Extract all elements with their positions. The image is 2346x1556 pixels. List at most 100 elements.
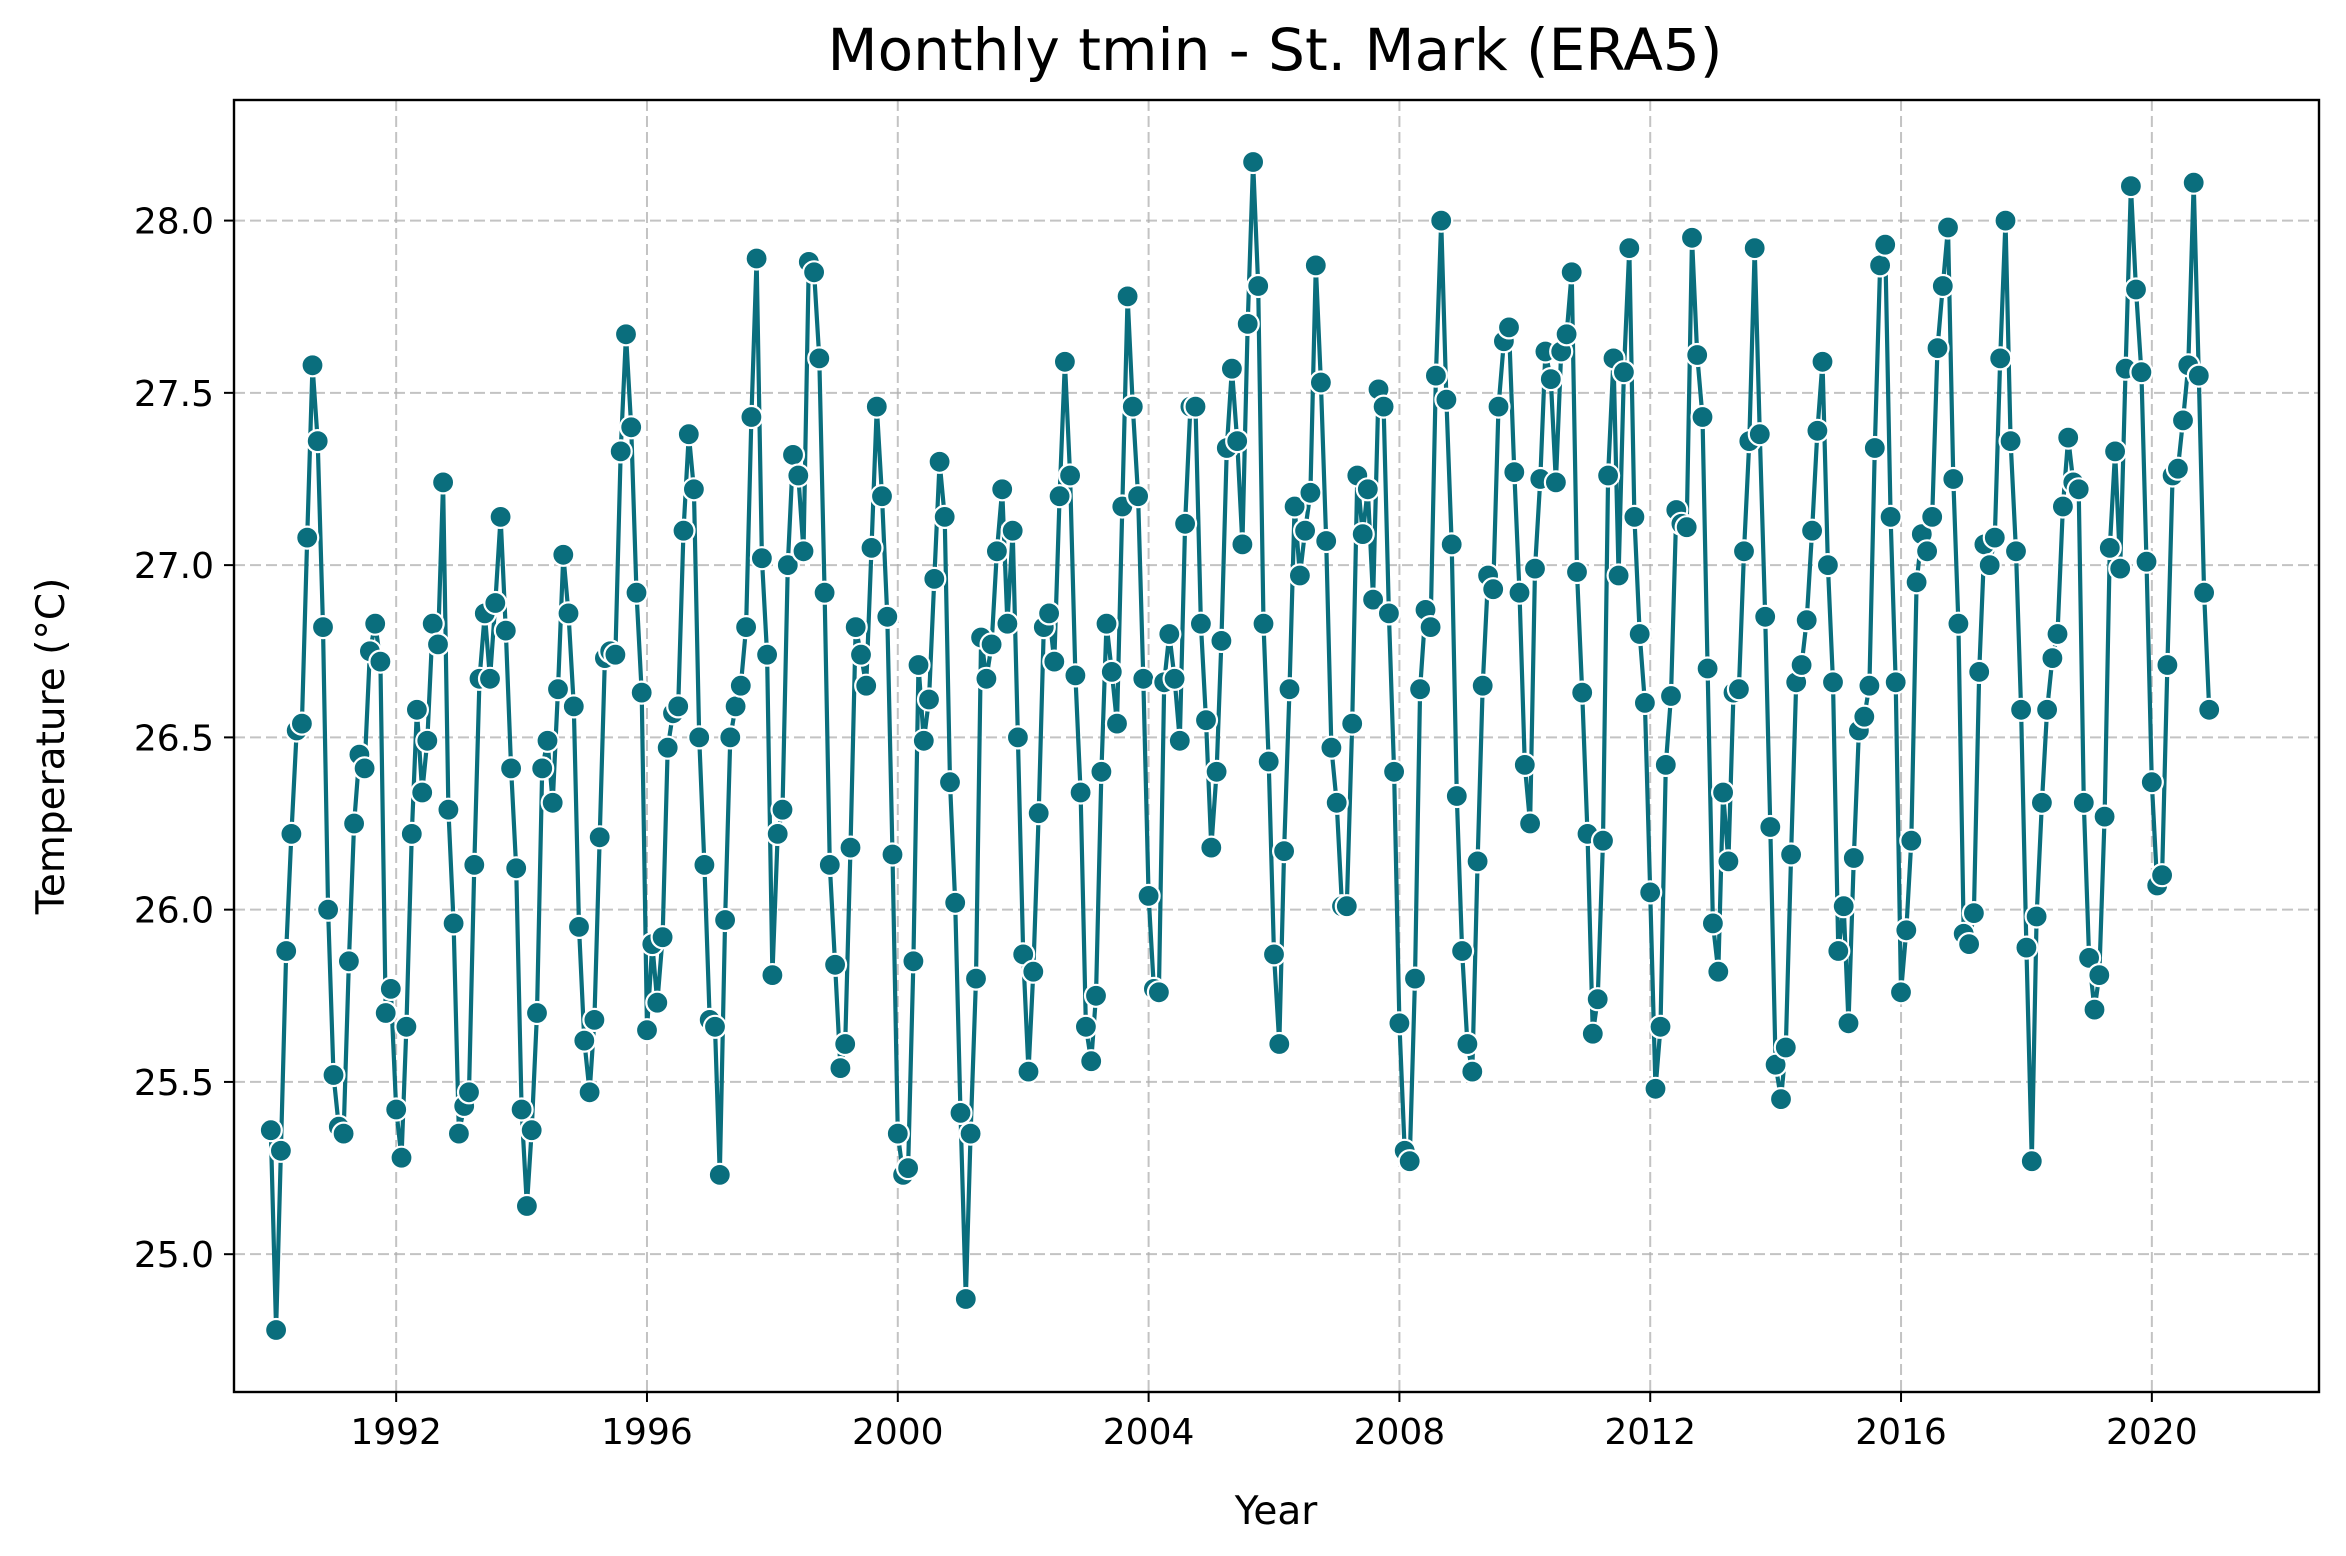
data-point <box>671 518 696 543</box>
data-point <box>817 852 842 878</box>
data-point <box>1878 504 1903 530</box>
data-point <box>2040 645 2065 671</box>
data-point <box>1371 394 1396 419</box>
data-point <box>561 694 586 719</box>
data-point <box>1340 711 1365 736</box>
data-point <box>1585 987 1610 1012</box>
data-point <box>1595 463 1621 488</box>
data-point <box>634 1018 660 1043</box>
data-point <box>1376 601 1402 626</box>
data-point <box>1449 938 1475 964</box>
data-point <box>499 756 524 781</box>
data-point <box>1805 418 1830 443</box>
data-point <box>1005 725 1031 750</box>
data-point <box>1988 346 2013 371</box>
data-point <box>1710 780 1736 805</box>
data-point <box>1099 659 1124 685</box>
data-point <box>378 976 403 1002</box>
data-point <box>1695 656 1720 681</box>
data-point <box>1998 429 2023 454</box>
data-point <box>1230 532 1255 557</box>
data-point <box>1219 356 1245 381</box>
y-axis-label: Temperature (°C) <box>29 578 74 916</box>
data-point <box>854 673 879 698</box>
data-point <box>1622 504 1647 530</box>
data-point <box>828 1055 853 1081</box>
data-point <box>1193 708 1219 733</box>
data-point <box>1381 759 1407 784</box>
data-point <box>1360 587 1386 612</box>
data-point <box>1021 959 1046 984</box>
data-point <box>1334 894 1359 919</box>
data-point <box>352 756 377 781</box>
data-point <box>1277 677 1302 702</box>
data-point <box>1559 260 1584 285</box>
data-point <box>911 728 936 753</box>
data-point <box>1815 552 1841 578</box>
data-point <box>1042 649 1067 674</box>
data-point <box>1131 666 1156 691</box>
data-point <box>1157 621 1182 647</box>
data-point <box>1820 670 1846 695</box>
data-point <box>603 642 628 667</box>
data-point <box>1460 1059 1485 1084</box>
data-point <box>1136 883 1161 909</box>
data-point <box>2019 1149 2044 1174</box>
x-axis-label: Year <box>1234 1489 1319 1534</box>
data-point <box>268 1138 293 1163</box>
data-point <box>1517 811 1543 836</box>
data-point <box>2155 652 2180 678</box>
data-point <box>1455 1031 1480 1057</box>
data-point <box>754 642 780 667</box>
x-tick-label: 2012 <box>1604 1412 1696 1453</box>
data-point <box>791 539 816 564</box>
data-point <box>1914 539 1940 564</box>
data-point <box>990 477 1015 502</box>
data-point <box>2082 997 2107 1022</box>
data-point <box>901 949 926 974</box>
data-point <box>1083 983 1109 1008</box>
data-point <box>979 632 1004 657</box>
data-point <box>2056 425 2081 450</box>
data-point <box>1674 515 1699 540</box>
data-point <box>509 1097 534 1122</box>
data-point <box>848 642 874 667</box>
data-point <box>833 1031 858 1057</box>
data-point <box>1632 690 1658 716</box>
data-point <box>1434 387 1459 412</box>
data-point <box>1543 470 1569 495</box>
data-point <box>1496 315 1522 340</box>
data-point <box>1580 1021 1605 1046</box>
data-point <box>943 890 968 915</box>
data-point <box>420 611 445 636</box>
data-point <box>1946 611 1971 636</box>
data-point <box>2066 477 2091 502</box>
data-point <box>1282 494 1307 519</box>
data-point <box>613 322 639 347</box>
data-point <box>572 1028 597 1053</box>
data-point <box>1036 601 1062 626</box>
data-point <box>1941 466 1966 492</box>
data-point <box>1486 394 1511 419</box>
data-point <box>436 797 461 822</box>
data-point <box>300 353 325 378</box>
data-point <box>1653 752 1678 778</box>
data-point <box>2029 790 2055 815</box>
data-point <box>1120 394 1145 419</box>
data-point <box>310 614 336 640</box>
data-point <box>801 260 827 285</box>
data-point <box>812 580 837 605</box>
data-point <box>1742 236 1767 261</box>
data-point <box>749 546 775 571</box>
data-point <box>1768 1086 1794 1112</box>
data-point <box>1298 480 1323 505</box>
data-point <box>389 1145 414 1170</box>
data-point <box>1355 477 1380 502</box>
data-point <box>1700 911 1726 936</box>
data-point <box>1993 208 2018 233</box>
data-point <box>404 697 429 722</box>
data-point <box>336 949 361 974</box>
data-point <box>1287 563 1313 588</box>
data-point <box>916 687 942 712</box>
data-point <box>1251 611 1276 636</box>
